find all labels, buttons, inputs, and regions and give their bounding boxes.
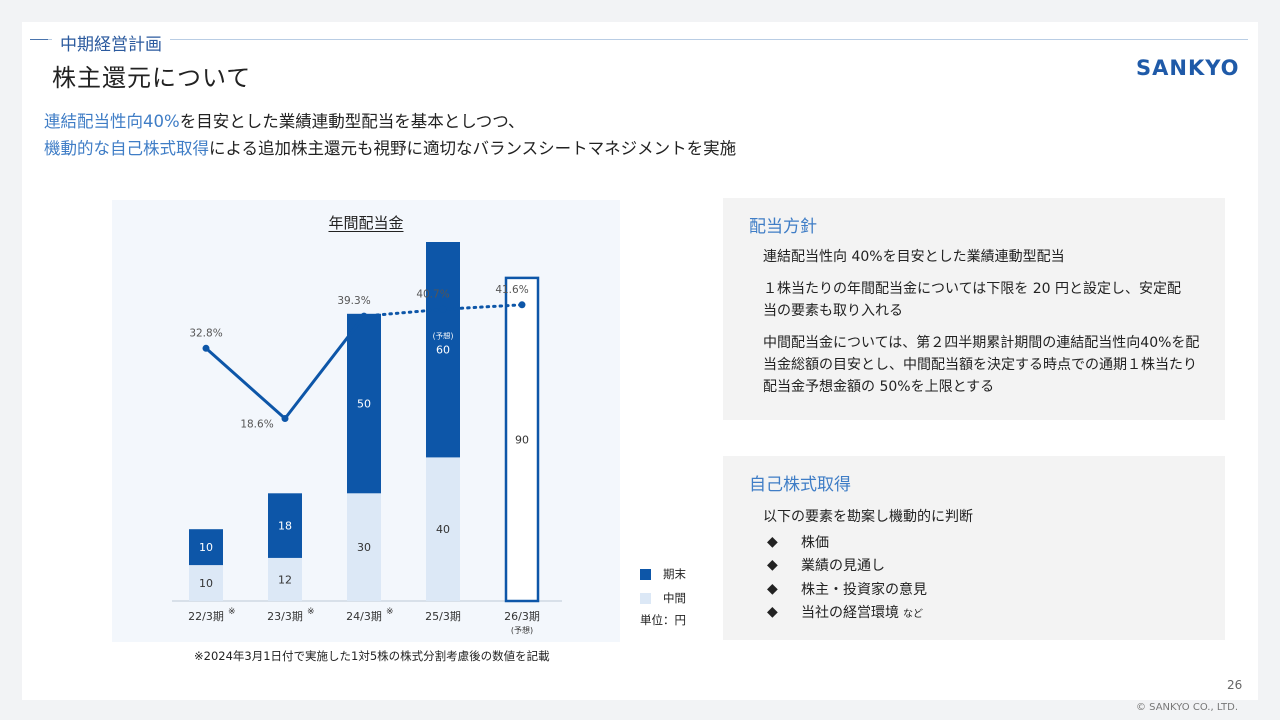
bar-interim <box>426 457 460 601</box>
legend-item-final: 期末 <box>640 562 686 586</box>
bar-interim <box>347 493 381 601</box>
bullet-text: 株主・投資家の意見 <box>801 581 927 598</box>
chart-footnote: ※2024年3月1日付で実施した1対5株の株式分割考慮後の数値を記載 <box>194 649 550 663</box>
diamond-bullet-icon: ◆ <box>767 580 778 597</box>
dividend-chart: 10 10 22/3期 ※ 12 18 23/3期 ※ 30 50 24/3期 ※ 40 60 25/3期 9… <box>172 242 562 635</box>
share-buyback-title: 自己株式取得 <box>749 475 851 495</box>
policy-item: １株当たりの年間配当金については下限を 20 円と設定し、安定配当の要素も取り入… <box>763 281 1182 319</box>
x-tick-mark: ※ <box>307 607 315 617</box>
bar-annotation: (予想) <box>433 331 454 341</box>
data-label-final: 10 <box>199 541 213 554</box>
intro-rest-2: による追加株主還元も視野に適切なバランスシートマネジメントを実施 <box>209 139 737 158</box>
data-label-final: 60 <box>436 344 450 357</box>
diamond-bullet-icon: ◆ <box>767 604 778 621</box>
header-rule <box>30 39 1248 40</box>
copyright: © SANKYO CO., LTD. <box>1136 702 1239 713</box>
header-rule-accent <box>30 39 48 40</box>
bar-final <box>347 313 381 494</box>
x-tick-label: 26/3期 <box>504 610 540 623</box>
x-tick-label: 25/3期 <box>425 610 461 623</box>
bullet-text: 株価 <box>801 534 829 551</box>
section-label: 中期経営計画 <box>52 30 170 55</box>
bullet-text: 業績の見通し <box>801 558 885 575</box>
unit-label: 単位：円 <box>640 613 686 627</box>
bar-final <box>189 529 223 566</box>
x-tick-label: 22/3期 <box>188 610 224 623</box>
sankyo-logo: SANKYO <box>1136 56 1240 80</box>
payout-ratio-point <box>360 312 368 320</box>
bar-forecast-total <box>504 276 540 603</box>
data-label-final: 50 <box>357 398 371 411</box>
payout-ratio-point <box>202 344 210 352</box>
payout-ratio-point <box>281 414 289 422</box>
bar-interim <box>189 565 223 601</box>
legend-swatch-final <box>640 568 651 580</box>
dividend-chart-panel: 10 10 22/3期 ※ 12 18 23/3期 ※ 30 50 24/3期 ※ 40 60 25/3期 9… <box>112 200 620 642</box>
intro-line-2: 機動的な自己株式取得による追加株主還元も視野に適切なバランスシートマネジメントを… <box>44 135 736 162</box>
page-title: 株主還元について <box>52 64 252 92</box>
payout-ratio-line <box>205 315 366 420</box>
page-number: 26 <box>1227 678 1243 692</box>
bar-final <box>426 242 460 458</box>
payout-ratio-label: 32.8% <box>189 327 222 339</box>
legend-label-interim: 中間 <box>663 591 686 605</box>
intro-text: 連結配当性向40%を目安とした業績連動型配当を基本としつつ、 機動的な自己株式取… <box>44 108 736 162</box>
x-tick-label: 24/3期 <box>346 610 382 623</box>
chart-legend: 期末 中間 単位：円 <box>640 562 686 628</box>
bullet-item: ◆ 株価 <box>767 530 927 554</box>
share-buyback-bullets: ◆ 株価 ◆ 業績の見通し ◆ 株主・投資家の意見 ◆ 当社の経営環境 など <box>767 530 927 624</box>
x-tick-mark: ※ <box>228 607 236 617</box>
legend-item-interim: 中間 <box>640 586 686 610</box>
legend-label-final: 期末 <box>663 567 686 581</box>
payout-ratio-label: 39.3% <box>337 295 370 307</box>
dividend-policy-title: 配当方針 <box>749 217 817 237</box>
slide: 中期経営計画 株主還元について SANKYO 連結配当性向40%を目安とした業績… <box>22 22 1258 700</box>
bullet-suffix: など <box>903 608 923 620</box>
payout-ratio-point <box>518 301 526 309</box>
intro-highlight-2: 機動的な自己株式取得 <box>44 139 209 158</box>
data-label-forecast-total: 90 <box>515 433 529 446</box>
data-label-final: 18 <box>278 520 292 533</box>
payout-ratio-point <box>439 305 447 313</box>
bullet-item: ◆ 業績の見通し <box>767 554 927 578</box>
data-label-interim: 40 <box>436 523 450 536</box>
payout-ratio-label: 41.6% <box>495 284 528 296</box>
payout-ratio-label: 40.7% <box>416 288 449 300</box>
diamond-bullet-icon: ◆ <box>767 557 778 574</box>
x-tick-sublabel: (予想) <box>511 625 533 635</box>
dividend-policy-list: 連結配当性向 40%を目安とした業績連動型配当 １株当たりの年間配当金については… <box>763 246 1201 408</box>
share-buyback-card: 自己株式取得 以下の要素を勘案し機動的に判断 ◆ 株価 ◆ 業績の見通し ◆ 株主・投… <box>723 456 1225 640</box>
payout-ratio-label: 18.6% <box>240 418 273 430</box>
x-tick-label: 23/3期 <box>267 610 303 623</box>
bullet-item: ◆ 株主・投資家の意見 <box>767 577 927 601</box>
policy-item: 中間配当金については、第２四半期累計期間の連結配当性向40%を配当金総額の目安と… <box>763 335 1200 395</box>
intro-rest-1: を目安とした業績連動型配当を基本としつつ、 <box>179 112 525 131</box>
chart-title-wrap: 年間配当金 <box>112 212 620 233</box>
share-buyback-lead: 以下の要素を勘案し機動的に判断 <box>763 509 973 525</box>
bar-interim <box>268 557 302 601</box>
legend-swatch-interim <box>640 592 651 604</box>
diamond-bullet-icon: ◆ <box>767 533 778 550</box>
bar-final <box>268 493 302 558</box>
bullet-text: 当社の経営環境 <box>801 605 899 622</box>
bullet-item: ◆ 当社の経営環境 など <box>767 601 927 625</box>
intro-highlight-1: 連結配当性向40% <box>44 112 180 131</box>
chart-title: 年間配当金 <box>328 214 404 232</box>
x-tick-mark: ※ <box>386 607 394 617</box>
data-label-interim: 30 <box>357 541 371 554</box>
data-label-interim: 12 <box>278 573 292 586</box>
intro-line-1: 連結配当性向40%を目安とした業績連動型配当を基本としつつ、 <box>44 108 736 135</box>
data-label-interim: 10 <box>199 577 213 590</box>
dividend-policy-card: 配当方針 連結配当性向 40%を目安とした業績連動型配当 １株当たりの年間配当金… <box>723 198 1225 420</box>
policy-item: 連結配当性向 40%を目安とした業績連動型配当 <box>763 249 1065 265</box>
